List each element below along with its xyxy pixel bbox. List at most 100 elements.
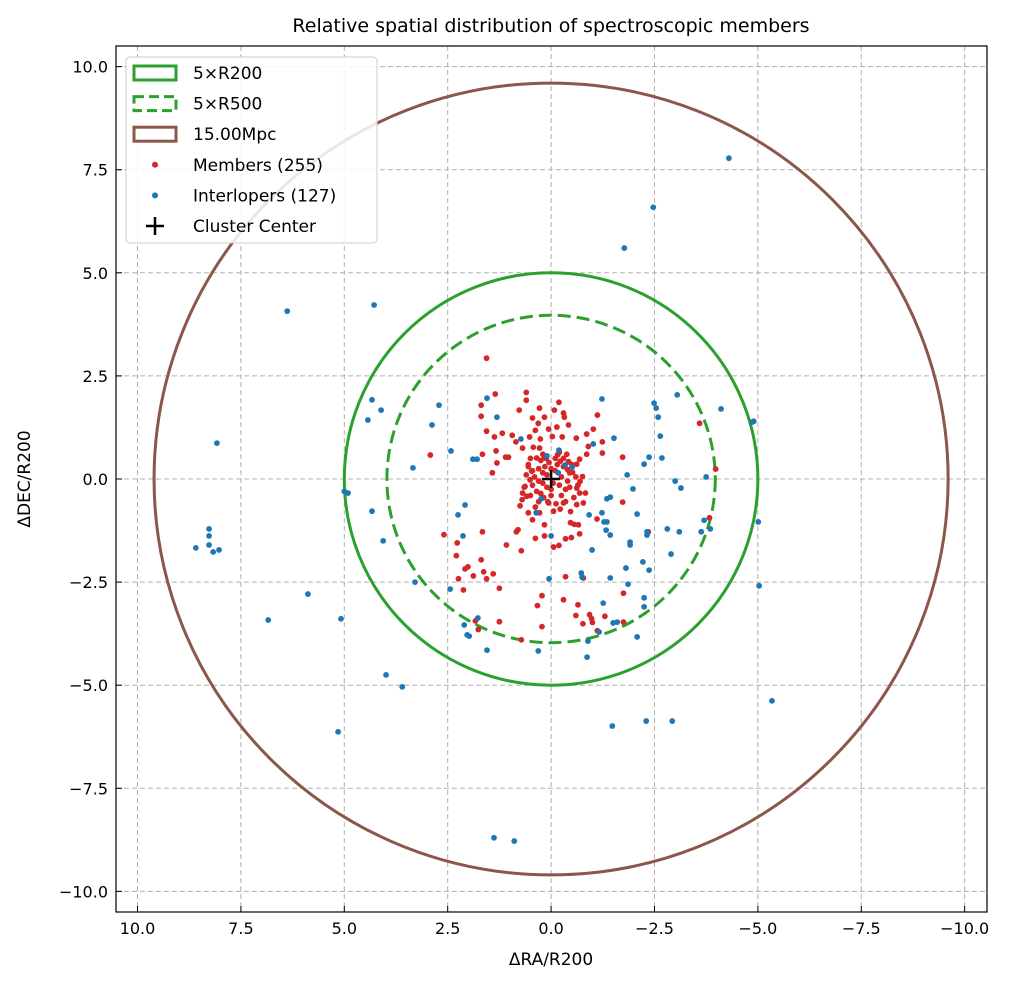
interloper-point (674, 391, 681, 398)
member-point (562, 535, 569, 542)
member-point (556, 542, 562, 549)
chart-title: Relative spatial distribution of spectro… (292, 15, 809, 37)
interloper-point (614, 619, 621, 625)
interloper-point (562, 462, 569, 468)
cluster-center-plus (542, 470, 561, 488)
member-point (454, 540, 461, 546)
member-point (535, 465, 542, 472)
cluster-center-marker (542, 470, 561, 488)
interloper-point (491, 834, 497, 841)
interloper-point (517, 436, 524, 442)
member-point (523, 397, 530, 404)
member-point (470, 573, 477, 579)
member-point (599, 438, 606, 445)
interloper-point (589, 547, 595, 553)
member-point (594, 412, 601, 418)
interloper-point (378, 407, 385, 414)
member-point (594, 516, 600, 522)
member-point (529, 482, 536, 489)
member-point (523, 471, 530, 478)
circle-15-00mpc (152, 81, 950, 877)
interloper-point (678, 485, 684, 491)
member-point (532, 504, 539, 510)
member-point (583, 451, 590, 458)
member-point (496, 585, 503, 592)
interloper-point (590, 441, 597, 447)
x-tick-label: 10.0 (120, 919, 156, 938)
interloper-point (646, 567, 653, 574)
member-point (568, 534, 575, 541)
member-point (541, 414, 548, 421)
interloper-point (634, 634, 641, 640)
interloper-point (284, 308, 291, 315)
member-point (531, 474, 538, 480)
member-point (478, 556, 485, 563)
y-tick-label: 5.0 (83, 264, 108, 283)
member-point (494, 460, 500, 466)
member-point (570, 494, 577, 501)
x-tick-label: 2.5 (435, 919, 460, 938)
member-point (563, 451, 570, 458)
interloper-point (600, 600, 607, 607)
interloper-point (586, 511, 593, 518)
member-point (599, 450, 606, 456)
member-point (562, 573, 569, 580)
member-point (580, 500, 587, 506)
interloper-point (755, 518, 762, 525)
interloper-point (651, 400, 657, 407)
member-point (566, 469, 573, 476)
y-tick-label: −5.0 (69, 676, 108, 695)
member-point (460, 587, 467, 593)
member-point (619, 499, 626, 505)
member-point (557, 506, 564, 513)
y-tick-label: −2.5 (69, 573, 108, 592)
member-point (525, 509, 532, 516)
member-point (559, 434, 566, 440)
member-point (561, 414, 568, 421)
member-point (509, 432, 516, 439)
member-point (453, 552, 460, 559)
interloper-point (750, 418, 757, 425)
y-tick-label: 2.5 (83, 367, 108, 386)
member-point (560, 455, 567, 462)
member-point (519, 490, 526, 496)
interloper-point (703, 474, 710, 480)
member-point (566, 484, 573, 491)
member-point (576, 456, 583, 463)
circle-5-r500 (385, 313, 717, 645)
interloper-point (461, 622, 468, 628)
member-point (582, 490, 589, 496)
interloper-point (371, 302, 377, 308)
interloper-point (726, 155, 732, 162)
member-point (550, 544, 557, 550)
y-tick-label: −7.5 (69, 779, 108, 798)
interloper-point (206, 533, 212, 539)
interloper-point (548, 533, 554, 539)
interloper-point (448, 448, 454, 454)
member-point (546, 459, 552, 466)
interloper-point (216, 547, 222, 553)
member-point (712, 466, 719, 473)
y-tick-label: 10.0 (72, 58, 108, 77)
member-point (556, 399, 562, 406)
legend-box (125, 56, 378, 244)
axis-ticks: 10.0 7.5 5.0 2.5 0.0 −2.5 −5.0 −7.5 −10.0 10.0 7.5… (59, 58, 989, 938)
member-point (567, 508, 574, 515)
interloper-point (206, 525, 212, 532)
interloper-point (511, 838, 518, 844)
member-point (558, 492, 565, 499)
x-tick-label: −7.5 (842, 919, 881, 938)
member-point (516, 407, 523, 414)
member-point (620, 619, 627, 625)
interloper-point (621, 245, 628, 251)
interloper-point (579, 574, 586, 581)
interloper-point (769, 697, 775, 704)
member-point (483, 428, 490, 435)
interloper-point (210, 549, 217, 555)
member-point (585, 443, 592, 450)
member-point (505, 454, 512, 461)
member-point (496, 618, 503, 625)
legend-label: Members (255) (193, 156, 323, 176)
member-point (537, 457, 544, 464)
data-points (192, 155, 775, 844)
